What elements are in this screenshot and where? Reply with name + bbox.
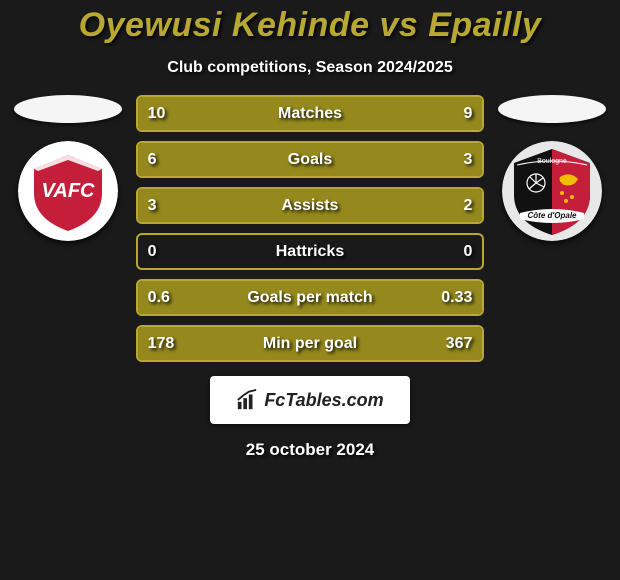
stat-value-right: 367 <box>446 335 473 353</box>
left-club-badge: VAFC <box>18 141 118 241</box>
stat-bar: 3Assists2 <box>136 187 485 224</box>
subtitle: Club competitions, Season 2024/2025 <box>0 59 620 77</box>
stat-bar: 6Goals3 <box>136 141 485 178</box>
stat-bar: 0Hattricks0 <box>136 233 485 270</box>
stat-label: Min per goal <box>138 335 483 353</box>
stat-label: Goals <box>138 151 483 169</box>
brand-chart-icon <box>236 389 258 411</box>
right-player-column: Boulogne Côte d'Opale <box>484 95 620 241</box>
stat-label: Hattricks <box>138 243 483 261</box>
svg-text:Côte d'Opale: Côte d'Opale <box>528 211 578 220</box>
stat-value-right: 9 <box>463 105 472 123</box>
brand-badge[interactable]: FcTables.com <box>210 376 410 424</box>
right-flag-ellipse <box>498 95 606 123</box>
page-title: Oyewusi Kehinde vs Epailly <box>0 6 620 45</box>
date-text: 25 october 2024 <box>0 440 620 460</box>
stats-column: 10Matches96Goals33Assists20Hattricks00.6… <box>136 95 485 362</box>
stat-bar: 178Min per goal367 <box>136 325 485 362</box>
stat-label: Assists <box>138 197 483 215</box>
stat-value-right: 3 <box>463 151 472 169</box>
svg-text:Boulogne: Boulogne <box>537 158 567 165</box>
brand-text: FcTables.com <box>264 390 383 411</box>
right-club-badge: Boulogne Côte d'Opale <box>502 141 602 241</box>
left-player-column: VAFC <box>0 95 136 241</box>
svg-text:VAFC: VAFC <box>41 180 95 202</box>
comparison-infographic: Oyewusi Kehinde vs Epailly Club competit… <box>0 0 620 460</box>
stat-label: Goals per match <box>138 289 483 307</box>
stat-bar: 0.6Goals per match0.33 <box>136 279 485 316</box>
stat-bar: 10Matches9 <box>136 95 485 132</box>
stat-value-right: 0.33 <box>441 289 472 307</box>
stat-label: Matches <box>138 105 483 123</box>
left-flag-ellipse <box>14 95 122 123</box>
stat-value-right: 0 <box>463 243 472 261</box>
main-row: VAFC 10Matches96Goals33Assists20Hattrick… <box>0 95 620 362</box>
stat-value-right: 2 <box>463 197 472 215</box>
